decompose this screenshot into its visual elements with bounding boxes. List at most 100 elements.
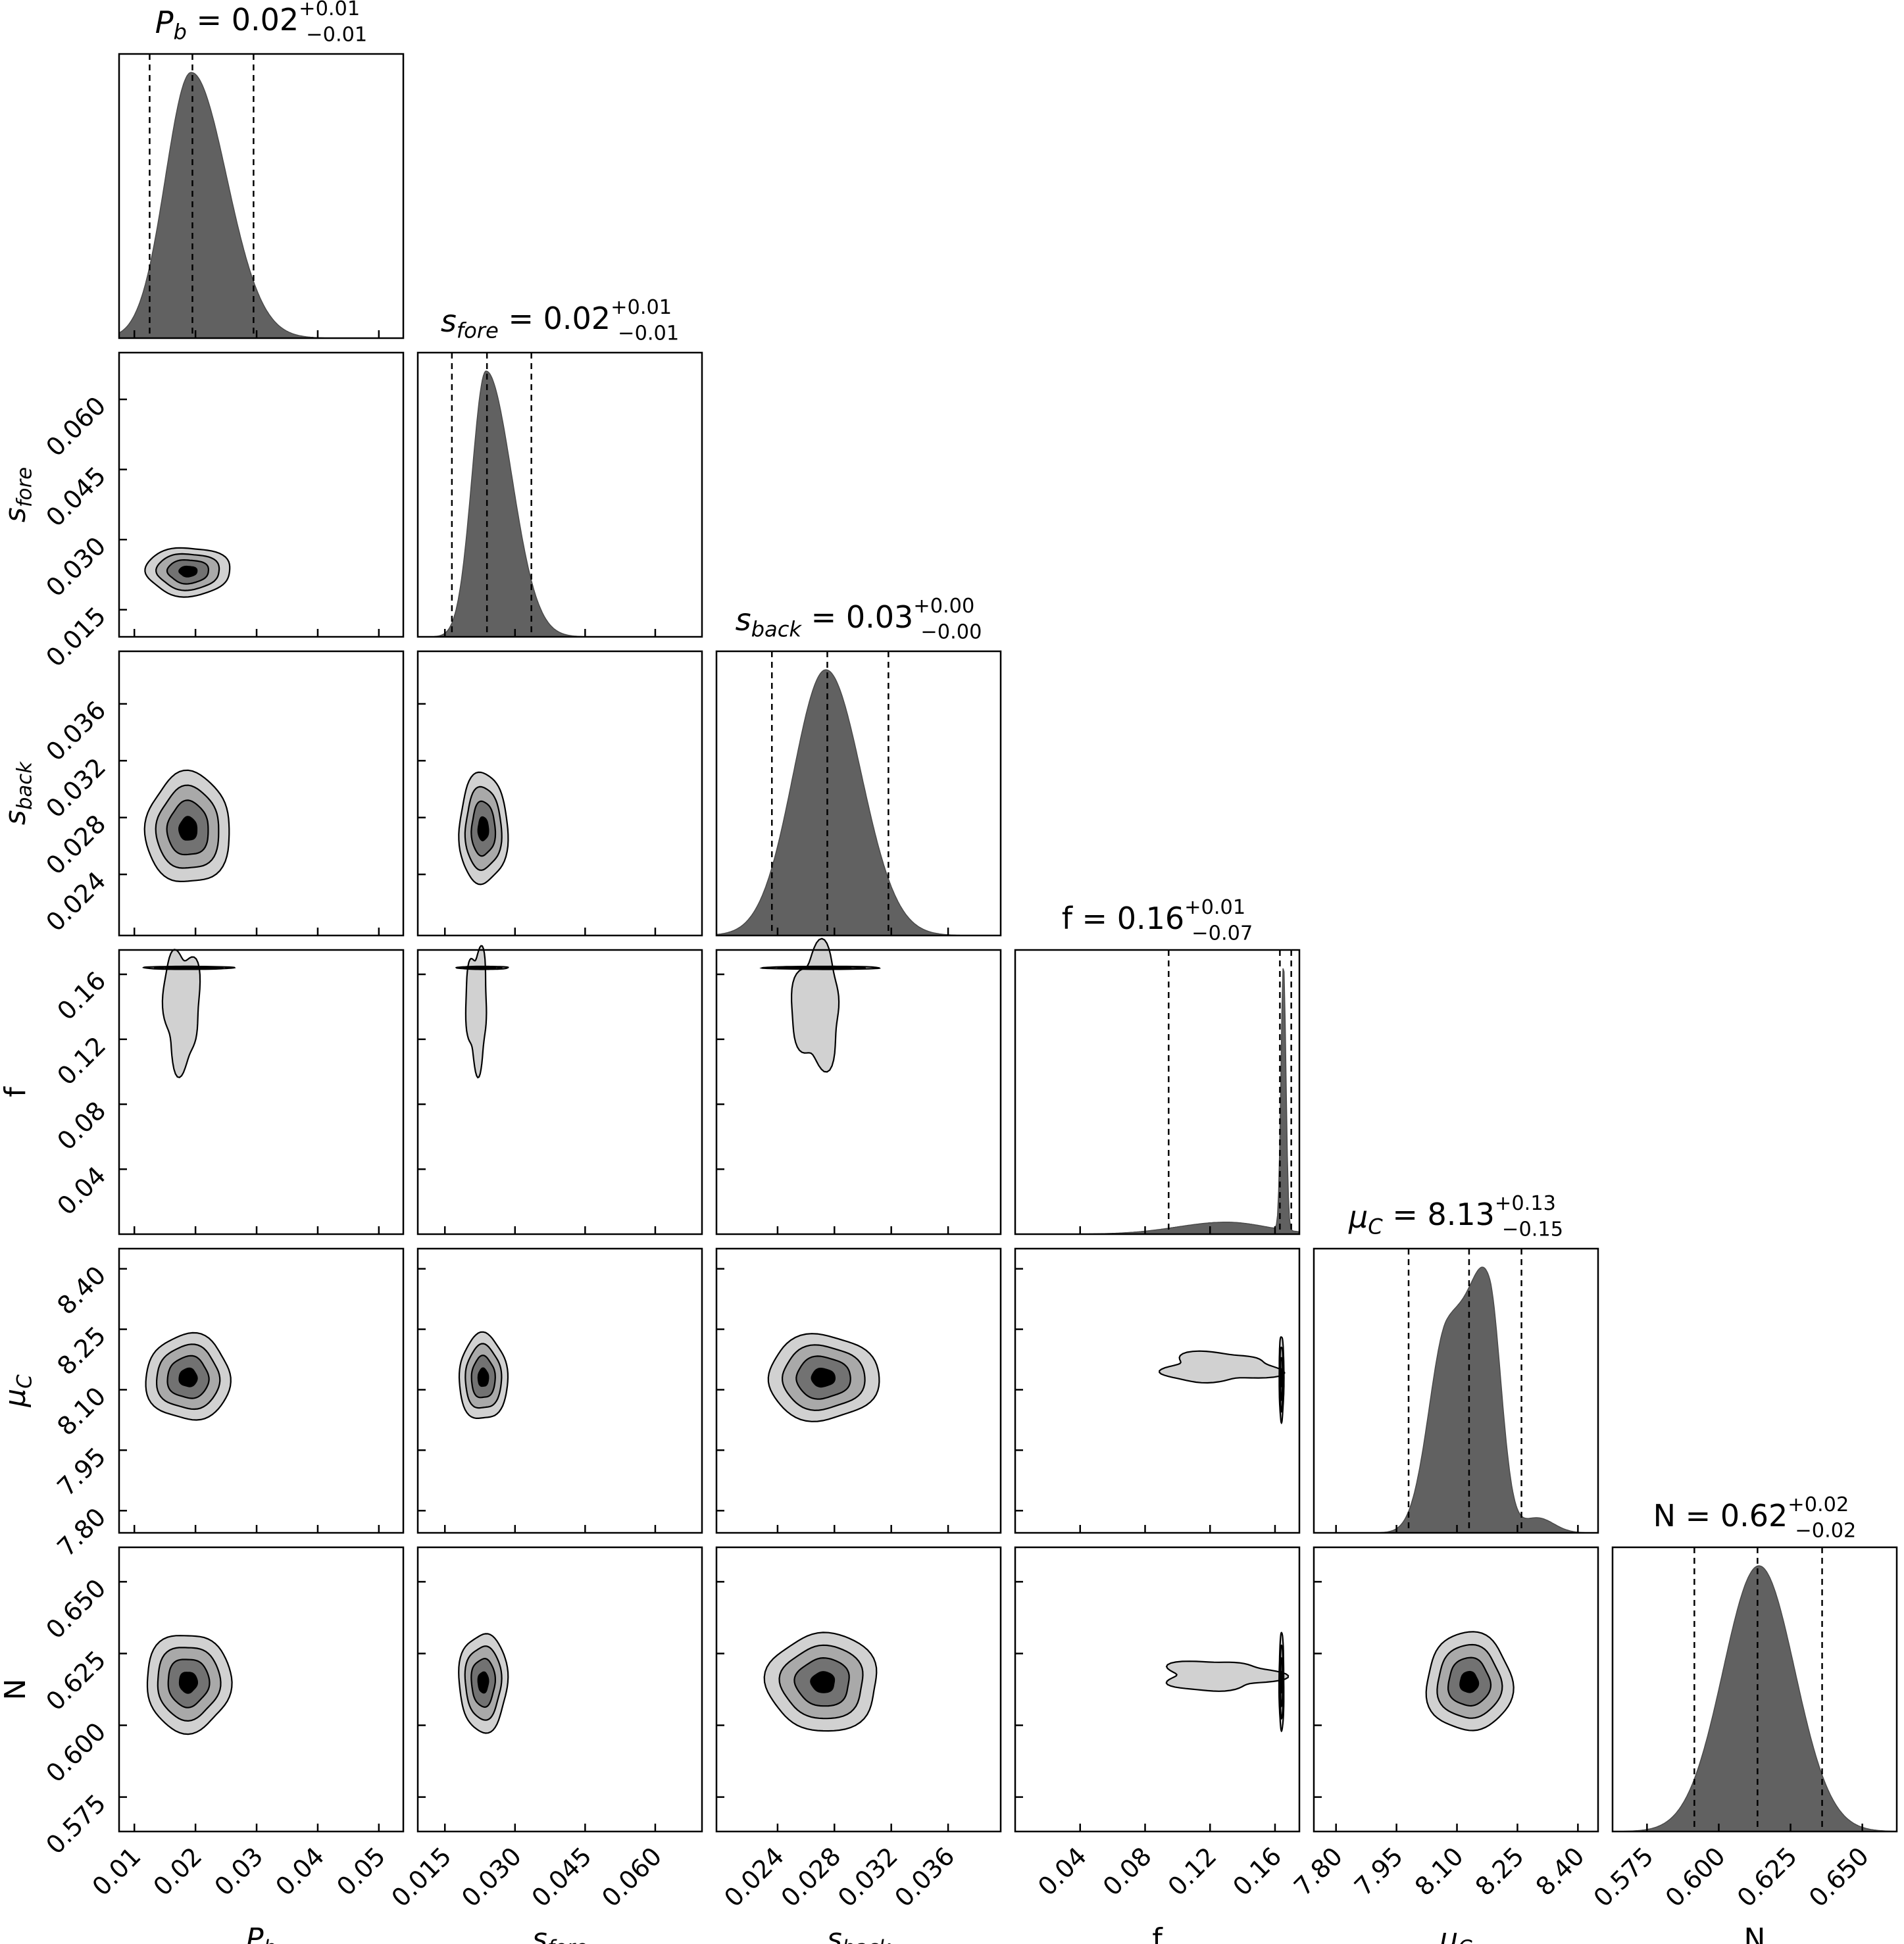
contour-panel-sback-muC: [715, 1247, 1002, 1534]
y-tick-label-f: 0.12: [51, 1031, 111, 1091]
frame-sback: [715, 650, 1002, 937]
contour-panel-sfore-N: [416, 1546, 703, 1833]
x-axis-label-sback: sback: [827, 1922, 891, 1944]
hist-area-sback: [716, 669, 1001, 936]
frame-sfore-sback: [416, 650, 703, 937]
contour-level-3-Pb-N: [178, 1672, 198, 1694]
contour-tail-sfore-f: [464, 945, 488, 1079]
y-tick-label-N: 0.625: [40, 1645, 111, 1716]
y-axis-label-sfore: sfore: [0, 467, 36, 522]
x-tick-label-f: 0.08: [1097, 1841, 1157, 1901]
hist-area-muC: [1314, 1266, 1598, 1533]
contour-tail-sback-f: [791, 937, 840, 1073]
frame-sfore-N: [416, 1546, 703, 1833]
hist-area-sfore: [418, 370, 702, 637]
x-tick-label-N: 0.650: [1803, 1841, 1874, 1912]
x-axis-label-muC: μC: [1439, 1922, 1472, 1944]
panel-title-N: N = 0.62+0.02 −0.02: [1653, 1493, 1857, 1542]
frame-muC-N: [1313, 1546, 1599, 1833]
y-tick-label-sback: 0.036: [40, 695, 111, 766]
hist-area-N: [1612, 1565, 1897, 1832]
frame-Pb-f: [118, 949, 405, 1235]
x-tick-label-sback: 0.024: [718, 1841, 789, 1912]
contour-level-3-Pb-sfore: [178, 565, 198, 578]
y-tick-label-muC: 7.95: [51, 1442, 111, 1502]
x-tick-label-sfore: 0.030: [456, 1841, 527, 1912]
x-tick-label-muC: 7.80: [1288, 1841, 1348, 1901]
contour-level-3-sback-muC: [811, 1367, 836, 1388]
hist-area-Pb: [118, 72, 403, 339]
frame-sback-muC: [715, 1247, 1002, 1534]
contour-panel-Pb-f: [118, 949, 405, 1235]
y-tick-label-sfore: 0.060: [40, 391, 111, 462]
x-tick-label-Pb: 0.04: [270, 1841, 330, 1901]
contour-panel-sfore-muC: [416, 1247, 703, 1534]
frame-sfore-f: [416, 949, 703, 1235]
frame-Pb-sfore: [118, 351, 405, 638]
hist-panel-sback: [715, 650, 1002, 937]
y-tick-label-sback: 0.024: [40, 866, 111, 937]
panel-title-muC: μC = 8.13+0.13 −0.15: [1348, 1192, 1563, 1241]
frame-sback-N: [715, 1546, 1002, 1833]
contour-panel-sback-f: [715, 937, 1002, 1235]
contour-tail-f-N: [1165, 1660, 1290, 1692]
panel-title-sback: sback = 0.03+0.00 −0.00: [736, 595, 982, 643]
y-axis-label-N: N: [0, 1679, 32, 1701]
hist-area-f: [1015, 968, 1300, 1235]
x-tick-label-sback: 0.032: [832, 1841, 903, 1912]
y-tick-label-sback: 0.032: [40, 753, 111, 824]
frame-Pb-sback: [118, 650, 405, 937]
contour-panel-Pb-muC: [118, 1247, 405, 1534]
y-tick-label-f: 0.16: [51, 966, 111, 1026]
frame-sback-f: [715, 949, 1002, 1235]
x-tick-label-muC: 8.10: [1409, 1841, 1469, 1901]
y-tick-label-f: 0.08: [51, 1096, 111, 1156]
contour-panel-sback-N: [715, 1546, 1002, 1833]
y-tick-label-f: 0.04: [51, 1161, 111, 1221]
hist-panel-f: [1014, 949, 1301, 1235]
panel-title-sfore: sfore = 0.02+0.01 −0.01: [441, 296, 679, 345]
x-tick-label-sfore: 0.045: [526, 1841, 597, 1912]
x-tick-label-sfore: 0.015: [386, 1841, 457, 1912]
frame-sfore: [416, 351, 703, 638]
frame-f-muC: [1014, 1247, 1301, 1534]
y-tick-label-sfore: 0.015: [40, 601, 111, 672]
hist-panel-N: [1611, 1546, 1898, 1833]
y-tick-label-muC: 7.80: [51, 1503, 111, 1562]
y-tick-label-N: 0.600: [40, 1717, 111, 1788]
contour-level-3-Pb-muC: [178, 1367, 198, 1387]
x-tick-label-f: 0.12: [1163, 1841, 1222, 1901]
frame-Pb: [118, 53, 405, 339]
contour-tail-f-muC: [1159, 1350, 1286, 1384]
y-tick-label-muC: 8.40: [51, 1260, 111, 1320]
y-tick-label-muC: 8.10: [51, 1382, 111, 1441]
contour-panel-Pb-sfore: [118, 351, 405, 638]
x-tick-label-Pb: 0.01: [87, 1841, 147, 1901]
x-tick-label-Pb: 0.03: [209, 1841, 268, 1901]
x-tick-label-Pb: 0.02: [148, 1841, 208, 1901]
frame-Pb-N: [118, 1546, 405, 1833]
panel-title-Pb: Pb = 0.02+0.01 −0.01: [155, 0, 368, 47]
y-tick-label-muC: 8.25: [51, 1321, 111, 1381]
x-tick-label-muC: 7.95: [1349, 1841, 1409, 1901]
contour-level-3-sfore-N: [477, 1671, 489, 1694]
x-tick-label-sfore: 0.060: [596, 1841, 667, 1912]
contour-panel-f-N: [1014, 1546, 1301, 1833]
contour-panel-Pb-sback: [118, 650, 405, 937]
y-axis-label-f: f: [0, 1086, 32, 1097]
frame-Pb-muC: [118, 1247, 405, 1534]
y-tick-label-N: 0.575: [40, 1789, 111, 1860]
frame-muC: [1313, 1247, 1599, 1534]
x-tick-label-f: 0.16: [1227, 1841, 1287, 1901]
x-tick-label-N: 0.600: [1660, 1841, 1731, 1912]
y-axis-label-muC: μC: [0, 1374, 36, 1408]
contour-level-3-sback-N: [810, 1671, 836, 1693]
x-axis-label-N: N: [1744, 1922, 1766, 1944]
contour-level-3-f-N: [1280, 1670, 1283, 1694]
x-tick-label-N: 0.575: [1588, 1841, 1659, 1912]
contour-level-3-Pb-sback: [178, 816, 198, 841]
x-tick-label-sback: 0.036: [889, 1841, 960, 1912]
x-axis-label-f: f: [1152, 1922, 1163, 1944]
contour-level-3-f-muC: [1280, 1368, 1283, 1387]
